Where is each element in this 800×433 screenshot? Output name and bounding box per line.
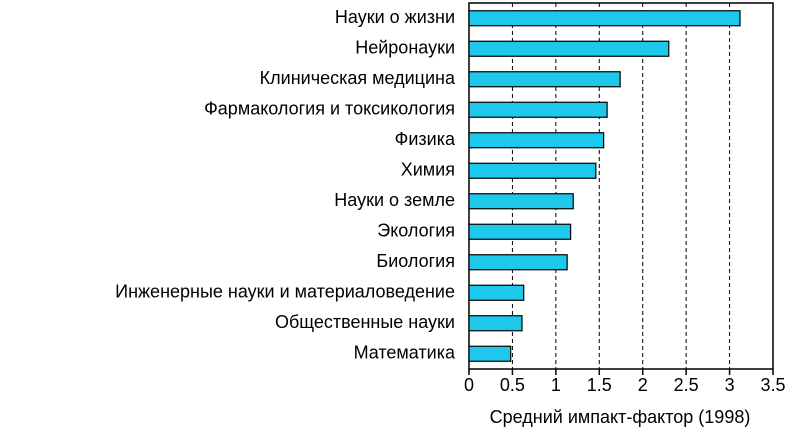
y-tick-label: Биология [376, 251, 455, 271]
x-tick-label: 0 [464, 375, 474, 395]
bar [468, 345, 512, 362]
bar [468, 315, 523, 332]
x-tick-label: 1 [551, 375, 561, 395]
y-tick-label: Физика [395, 129, 456, 149]
y-tick-label: Нейронауки [355, 38, 455, 58]
bar [468, 162, 597, 179]
x-tick-label: 2.5 [674, 375, 699, 395]
y-tick-label: Клиническая медицина [260, 68, 456, 88]
x-axis-label: Средний импакт-фактор (1998) [490, 407, 751, 427]
x-tick-label: 3.5 [760, 375, 785, 395]
bar [468, 71, 621, 88]
x-tick-label: 2 [638, 375, 648, 395]
y-tick-label: Математика [354, 343, 456, 363]
plot-frame [468, 2, 774, 370]
y-tick-label: Химия [401, 160, 455, 180]
bar [468, 223, 572, 240]
y-tick-label: Общественные науки [275, 312, 455, 332]
bar [468, 254, 568, 271]
y-tick-label: Экология [377, 221, 455, 241]
y-tick-label: Фармакология и токсикология [204, 99, 455, 119]
x-tick-label: 1.5 [587, 375, 612, 395]
y-tick-label: Инженерные науки и материаловедение [115, 282, 455, 302]
x-tick-label: 0.5 [500, 375, 525, 395]
bar [468, 193, 574, 210]
bar [468, 132, 605, 149]
bar [468, 284, 525, 301]
y-tick-label: Науки о жизни [335, 7, 455, 27]
bar [468, 10, 741, 27]
bar [468, 101, 608, 118]
x-tick-label: 3 [725, 375, 735, 395]
bar [468, 40, 670, 57]
y-tick-label: Науки о земле [334, 190, 455, 210]
